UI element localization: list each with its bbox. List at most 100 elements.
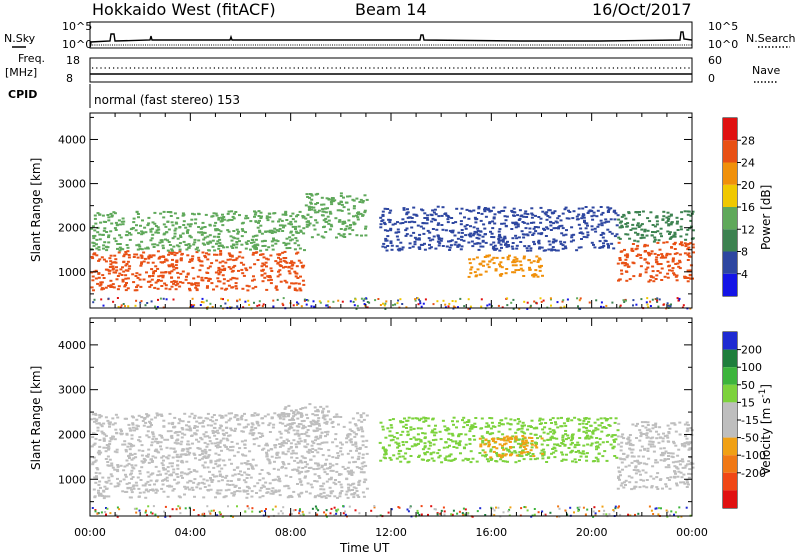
- data-cell: [205, 286, 209, 289]
- data-cell: [138, 245, 142, 248]
- data-cell: [418, 246, 422, 249]
- data-cell: [651, 424, 655, 427]
- data-cell: [155, 489, 159, 492]
- data-cell: [672, 422, 676, 425]
- data-cell: [240, 414, 244, 417]
- data-cell: [406, 433, 410, 436]
- data-cell: [162, 271, 166, 274]
- data-cell: [687, 476, 691, 479]
- data-cell: [238, 490, 242, 493]
- data-cell: [245, 496, 249, 499]
- data-cell: [272, 491, 276, 494]
- data-cell: [631, 444, 635, 447]
- data-cell: [206, 258, 210, 261]
- data-cell: [243, 462, 247, 464]
- data-cell: [151, 488, 155, 491]
- data-cell: [597, 452, 601, 455]
- data-cell: [133, 253, 137, 256]
- data-cell: [579, 227, 583, 230]
- data-cell: [138, 440, 142, 443]
- data-cell: [230, 429, 234, 432]
- data-cell: [415, 238, 419, 241]
- data-cell: [172, 471, 176, 474]
- data-cell: [167, 454, 171, 457]
- data-cell: [530, 440, 534, 442]
- data-cell: [654, 507, 657, 510]
- data-cell: [419, 243, 423, 246]
- data-cell: [498, 234, 502, 237]
- data-cell: [145, 434, 149, 437]
- data-cell: [634, 227, 638, 230]
- data-cell: [501, 240, 505, 243]
- data-cell: [327, 222, 331, 225]
- data-cell: [361, 430, 365, 433]
- data-cell: [486, 263, 490, 266]
- data-cell: [112, 435, 115, 438]
- data-cell: [312, 455, 316, 458]
- data-cell: [469, 305, 472, 308]
- data-cell: [608, 513, 611, 516]
- data-cell: [665, 241, 669, 244]
- data-cell: [485, 254, 489, 257]
- data-cell: [360, 435, 364, 438]
- data-cell: [529, 449, 533, 452]
- data-cell: [175, 222, 179, 225]
- data-cell: [691, 462, 695, 465]
- data-cell: [691, 210, 695, 213]
- data-cell: [222, 298, 224, 301]
- data-cell: [124, 473, 127, 476]
- data-cell: [259, 217, 263, 219]
- data-cell: [333, 506, 336, 509]
- data-cell: [673, 231, 677, 234]
- data-cell: [445, 245, 449, 248]
- data-cell: [166, 211, 170, 213]
- data-cell: [561, 438, 565, 441]
- data-cell: [93, 476, 97, 479]
- data-cell: [428, 247, 432, 250]
- data-cell: [172, 488, 176, 490]
- data-cell: [556, 249, 560, 252]
- data-cell: [395, 235, 399, 238]
- data-cell: [683, 210, 687, 213]
- data-cell: [312, 442, 316, 445]
- data-cell: [285, 242, 288, 245]
- data-cell: [584, 513, 587, 516]
- data-cell: [341, 220, 345, 223]
- data-cell: [506, 304, 509, 307]
- data-cell: [436, 240, 440, 243]
- data-cell: [334, 456, 338, 459]
- data-cell: [521, 438, 525, 441]
- data-cell: [567, 447, 571, 449]
- data-cell: [251, 235, 255, 238]
- data-cell: [490, 232, 494, 235]
- data-cell: [614, 507, 617, 510]
- data-cell: [557, 226, 561, 229]
- data-cell: [326, 304, 329, 307]
- data-cell: [105, 444, 109, 446]
- data-cell: [632, 304, 634, 307]
- data-cell: [541, 428, 545, 431]
- data-cell: [155, 450, 159, 453]
- data-cell: [170, 465, 174, 468]
- data-cell: [217, 280, 221, 283]
- data-cell: [599, 417, 603, 420]
- data-cell: [569, 451, 573, 454]
- data-cell: [115, 514, 118, 517]
- data-cell: [202, 419, 206, 422]
- data-cell: [112, 300, 115, 303]
- data-cell: [549, 229, 553, 231]
- data-cell: [497, 230, 501, 233]
- data-cell: [202, 238, 206, 241]
- data-cell: [358, 446, 362, 449]
- data-cell: [170, 248, 174, 251]
- data-cell: [422, 302, 425, 305]
- data-cell: [590, 442, 594, 445]
- data-cell: [499, 274, 503, 277]
- data-cell: [471, 245, 475, 248]
- data-cell: [334, 479, 337, 481]
- data-cell: [102, 247, 105, 250]
- data-cell: [271, 244, 275, 247]
- data-cell: [131, 485, 135, 488]
- data-cell: [152, 246, 156, 248]
